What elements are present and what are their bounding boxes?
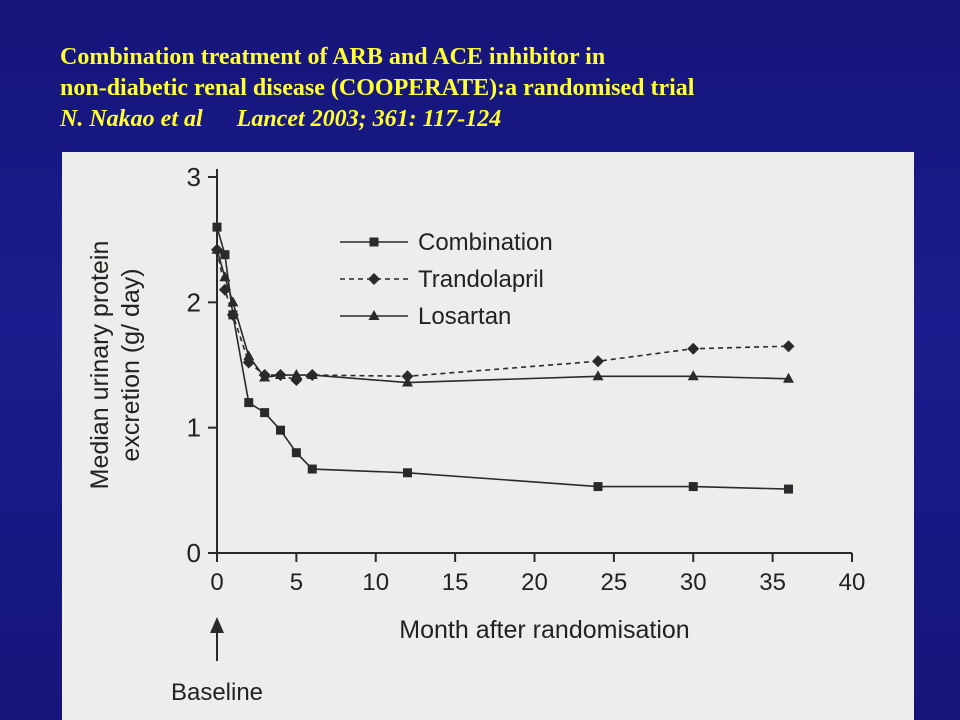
slide-title: Combination treatment of ARB and ACE inh… (60, 42, 694, 135)
y-tick-label: 3 (187, 162, 201, 192)
x-tick-label: 5 (290, 569, 303, 596)
data-point-losartan (592, 370, 604, 381)
data-point-combination (784, 484, 793, 494)
scanned-figure: 0 1 2 3 0 5 10 15 20 25 30 35 40 Month after randomis… (62, 152, 914, 720)
y-axis-label-line-1: Median urinary protein (86, 241, 114, 490)
x-tick-label: 35 (759, 569, 786, 596)
baseline-label: Baseline (171, 679, 263, 706)
series-line-trandolapril (216, 249, 789, 381)
citation-journal: Lancet 2003; 361: 117-124 (236, 106, 502, 132)
data-point-losartan (783, 372, 794, 383)
data-point-trandolapril (290, 374, 303, 387)
legend-marker-combination (369, 237, 379, 247)
data-point-losartan (227, 296, 239, 307)
data-point-combination (220, 250, 230, 260)
y-tick-label: 0 (187, 538, 201, 568)
baseline-arrow-head (210, 617, 224, 633)
legend-label-trandolapril: Trandolapril (418, 266, 544, 293)
legend-label-losartan: Losartan (418, 303, 511, 330)
data-point-combination (291, 448, 301, 458)
data-point-combination (212, 222, 222, 232)
data-point-combination (403, 468, 412, 478)
citation: N. Nakao et al Lancet 2003; 361: 117-124 (60, 104, 694, 135)
data-point-combination (276, 425, 285, 435)
data-point-losartan (211, 243, 223, 254)
y-tick-label: 2 (187, 287, 201, 317)
data-point-losartan (275, 369, 286, 380)
data-point-losartan (402, 376, 413, 387)
data-point-losartan (219, 271, 231, 282)
y-axis-label-line-2: excretion (g/ day) (117, 268, 145, 461)
data-point-combination (260, 408, 270, 418)
y-tick-label: 1 (187, 413, 201, 443)
data-point-losartan (687, 370, 699, 381)
data-point-losartan (306, 369, 318, 380)
x-tick-label: 15 (442, 569, 469, 596)
x-tick-label: 25 (601, 569, 628, 596)
data-point-combination (244, 398, 254, 408)
title-line-1: Combination treatment of ARB and ACE inh… (60, 44, 606, 70)
data-point-trandolapril (782, 340, 795, 353)
data-point-combination (307, 464, 317, 474)
data-point-losartan (290, 369, 302, 380)
data-point-trandolapril (687, 342, 700, 355)
x-tick-label: 10 (362, 569, 389, 596)
data-point-combination (688, 482, 698, 492)
data-point-trandolapril (401, 370, 414, 383)
data-point-trandolapril (218, 283, 231, 296)
x-tick-label: 40 (839, 569, 866, 596)
legend-label-combination: Combination (418, 229, 553, 256)
legend-marker-trandolapril (368, 273, 380, 285)
data-point-trandolapril (592, 355, 604, 368)
x-axis-label: Month after randomisation (399, 616, 689, 644)
title-line-2: non-diabetic renal disease (COOPERATE):a… (60, 75, 695, 101)
x-tick-label: 20 (521, 569, 548, 596)
x-tick-label: 30 (680, 569, 707, 596)
data-point-losartan (243, 350, 255, 361)
legend-marker-losartan (368, 310, 380, 320)
x-tick-label: 0 (210, 569, 223, 596)
series-line-losartan (216, 249, 789, 384)
data-point-losartan (259, 371, 271, 382)
citation-authors: N. Nakao et al (60, 106, 203, 132)
data-point-combination (593, 482, 603, 492)
